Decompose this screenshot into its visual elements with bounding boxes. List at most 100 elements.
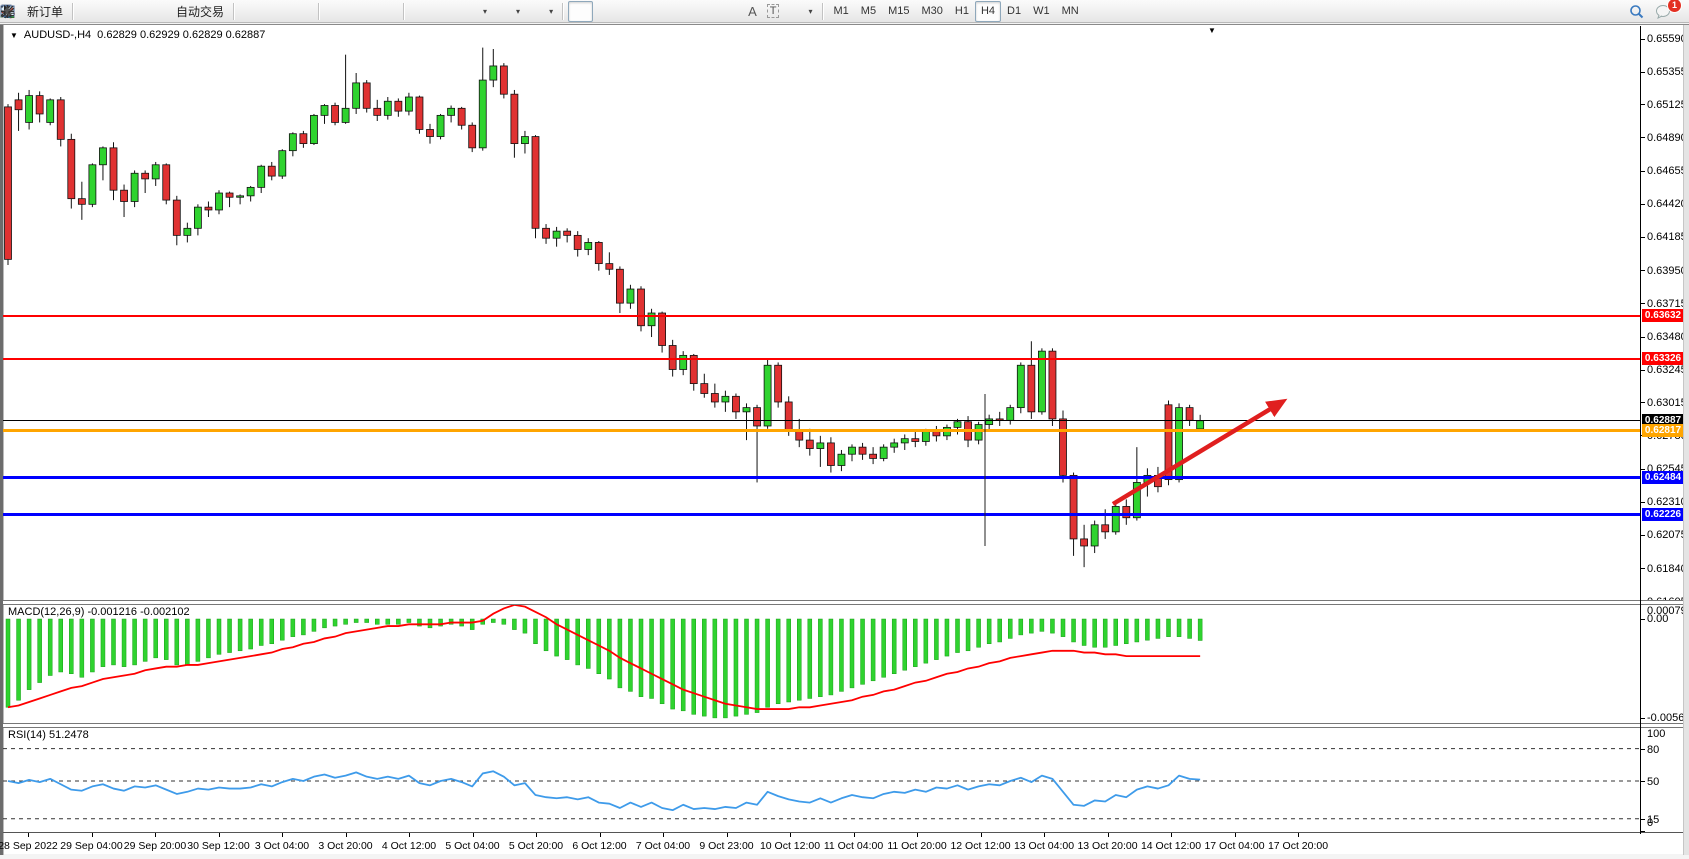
- crosshair-tool-button[interactable]: [1, 1, 618, 22]
- horizontal-line-tool-button[interactable]: [1, 1, 668, 22]
- charts-profile-button[interactable]: [1, 1, 103, 22]
- timeframe-m15-button[interactable]: M15: [888, 5, 910, 17]
- zoom-out-button[interactable]: [1, 1, 374, 22]
- rsi-tick-label: 100: [1647, 728, 1666, 740]
- tile-windows-button[interactable]: [0, 1, 399, 22]
- candle: [1111, 506, 1120, 533]
- macd-bar: [1176, 618, 1182, 637]
- macd-bar: [617, 618, 623, 689]
- candle: [753, 407, 761, 427]
- price-tick-label: 0.62075: [1647, 529, 1687, 542]
- macd-bar: [1145, 618, 1150, 641]
- timeframe-h1-button[interactable]: H1: [954, 5, 969, 17]
- timeframe-d1-button[interactable]: D1: [1007, 5, 1022, 17]
- rsi-tick-mark: [1641, 781, 1645, 782]
- pane-separator[interactable]: [3, 723, 1684, 728]
- macd-bar: [206, 618, 211, 659]
- timeframe-mn-button[interactable]: MN: [1061, 5, 1079, 17]
- candle: [900, 438, 909, 444]
- rsi-label: RSI(14) 51.2478: [8, 729, 89, 741]
- candle: [162, 164, 171, 201]
- vertical-line-tool-button[interactable]: [6, 1, 643, 22]
- candle: [394, 100, 403, 112]
- timeframe-w1-button[interactable]: W1: [1033, 5, 1050, 17]
- chat-icon: [1656, 4, 1674, 19]
- macd-bar: [659, 618, 665, 705]
- text-label-tool-button[interactable]: T: [762, 1, 785, 22]
- collapse-triangle-icon[interactable]: ▼: [10, 30, 18, 40]
- candle: [890, 442, 899, 448]
- candle: [457, 107, 466, 126]
- macd-bar: [269, 618, 274, 644]
- trendline-tool-button[interactable]: [1, 1, 693, 22]
- new-chart-button[interactable]: ▾: [1, 1, 492, 22]
- candle: [732, 395, 740, 413]
- macd-bar: [47, 618, 53, 676]
- chat-button[interactable]: 1: [1654, 0, 1682, 22]
- timeframe-h4-button[interactable]: H4: [974, 0, 1001, 22]
- candlestick-chart-icon: [2, 4, 284, 19]
- rsi-tick-label: 50: [1647, 776, 1660, 788]
- rsi-pane[interactable]: [0, 727, 1640, 833]
- search-button[interactable]: [1629, 1, 1654, 22]
- candle: [1048, 350, 1057, 420]
- templates-button[interactable]: ▾: [0, 1, 558, 22]
- candle: [172, 199, 181, 236]
- zoom-in-button[interactable]: [1, 1, 349, 22]
- bar-chart-icon: [2, 4, 259, 19]
- price-tick-mark: [1641, 137, 1645, 139]
- market-watch-button[interactable]: [1, 1, 128, 22]
- macd-bar: [79, 618, 85, 678]
- macd-bar: [680, 618, 686, 712]
- fibonacci-tool-button[interactable]: F: [1, 1, 743, 22]
- periodicity-button[interactable]: ▾: [0, 1, 525, 22]
- time-axis-label: 5 Oct 04:00: [445, 840, 500, 852]
- macd-bar: [322, 618, 327, 629]
- timeframe-m5-button[interactable]: M5: [860, 5, 877, 17]
- macd-bar: [491, 618, 496, 623]
- time-tick-mark: [155, 833, 156, 837]
- timeframe-m1-button[interactable]: M1: [833, 5, 849, 17]
- scroll-marker-icon[interactable]: ▼: [1208, 26, 1216, 35]
- indicator-window-alt-button[interactable]: [1, 1, 459, 22]
- arrows-tool-button[interactable]: ▾: [3, 1, 817, 22]
- time-axis[interactable]: 28 Sep 2022 29 Sep 04:00 29 Sep 20:00 30 Se…: [0, 833, 1689, 855]
- macd-bar: [522, 618, 528, 634]
- price-pane[interactable]: [0, 26, 1640, 604]
- price-tick-mark: [1641, 336, 1645, 338]
- bar-chart-button[interactable]: [2, 1, 264, 22]
- time-tick-mark: [1234, 833, 1236, 837]
- candle: [658, 312, 666, 346]
- chevron-down-icon: ▾: [516, 6, 521, 16]
- macd-bar: [343, 618, 348, 625]
- line-chart-button[interactable]: [0, 1, 314, 22]
- macd-tick-label: 0.000799: [1647, 605, 1689, 617]
- candle: [1080, 538, 1088, 547]
- macd-bar: [976, 618, 981, 648]
- candle: [584, 242, 593, 250]
- time-axis-label: 29 Sep 04:00: [60, 840, 123, 852]
- timeframe-m30-button[interactable]: M30: [921, 5, 943, 17]
- cursor-tool-button[interactable]: [4, 0, 594, 22]
- equidistant-channel-tool-button[interactable]: E: [0, 1, 718, 22]
- horizontal-line-icon: [1, 4, 663, 19]
- indicator-window-button[interactable]: [1, 1, 434, 22]
- price-tick-label: 0.64655: [1647, 165, 1687, 178]
- candlestick-chart-button[interactable]: [2, 1, 289, 22]
- auto-trading-button[interactable]: 自动交易: [0, 1, 229, 22]
- macd-bar: [132, 618, 137, 666]
- price-tick-label: 0.63015: [1647, 396, 1687, 409]
- charts-profile-icon: [1, 4, 98, 19]
- macd-bar: [533, 618, 538, 644]
- time-tick-mark: [282, 833, 283, 837]
- navigator-button[interactable]: [1, 1, 153, 22]
- candle: [573, 234, 582, 250]
- text-tool-button[interactable]: A: [743, 1, 762, 22]
- macd-pane[interactable]: [0, 603, 1640, 724]
- macd-bar: [37, 618, 42, 683]
- candle: [404, 96, 413, 112]
- macd-bar: [69, 618, 74, 674]
- time-axis-label: 10 Oct 12:00: [759, 840, 821, 852]
- pane-separator[interactable]: [3, 600, 1684, 605]
- time-tick-mark: [980, 833, 982, 837]
